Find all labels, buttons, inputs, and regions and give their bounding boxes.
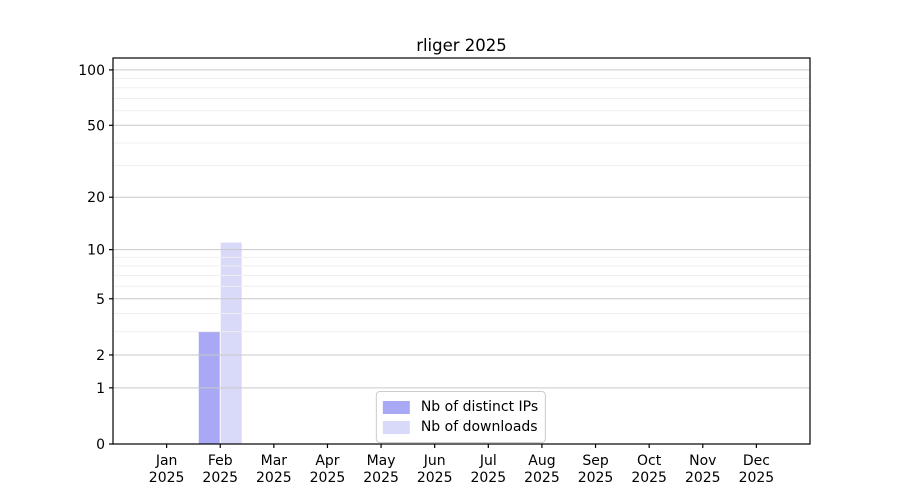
x-tick-label-month: Nov <box>689 453 716 469</box>
x-tick-label-month: Sep <box>582 453 609 469</box>
gridlines-minor <box>113 77 810 333</box>
x-tick-label-year: 2025 <box>256 470 292 486</box>
x-tick-label-month: Oct <box>637 453 662 469</box>
x-tick-label-year: 2025 <box>310 470 346 486</box>
y-tick-label: 50 <box>87 118 105 134</box>
bars-layer <box>198 242 242 444</box>
y-tick-label: 10 <box>87 243 105 259</box>
axis-ticks <box>109 69 757 448</box>
x-tick-label-month: Jul <box>479 453 497 469</box>
y-tick-label: 2 <box>96 348 105 364</box>
x-tick-label-month: Jun <box>423 453 446 469</box>
y-tick-label: 5 <box>96 292 105 308</box>
x-tick-label-month: Jan <box>155 453 178 469</box>
x-tick-label-year: 2025 <box>524 470 560 486</box>
legend-item-downloads: Nb of downloads <box>382 417 538 437</box>
x-tick-label-year: 2025 <box>417 470 453 486</box>
x-tick-label-year: 2025 <box>685 470 721 486</box>
y-tick-label: 20 <box>87 190 105 206</box>
x-tick-label-month: Mar <box>261 453 288 469</box>
x-tick-label-month: Apr <box>315 453 339 469</box>
x-tick-label-month: May <box>367 453 396 469</box>
x-axis-labels: Jan2025Feb2025Mar2025Apr2025May2025Jun20… <box>149 453 774 486</box>
legend: Nb of distinct IPs Nb of downloads <box>375 391 547 443</box>
x-tick-label-year: 2025 <box>363 470 399 486</box>
x-tick-label-year: 2025 <box>631 470 667 486</box>
x-tick-label-month: Aug <box>528 453 555 469</box>
legend-label-downloads: Nb of downloads <box>420 418 538 435</box>
x-tick-label-year: 2025 <box>578 470 614 486</box>
legend-swatch-distinct-ips <box>382 400 410 414</box>
x-tick-label-year: 2025 <box>739 470 775 486</box>
x-tick-label-month: Dec <box>743 453 770 469</box>
legend-swatch-downloads <box>382 420 410 434</box>
bar-downloads <box>220 242 242 444</box>
chart-title: rliger 2025 <box>416 36 507 55</box>
y-tick-label: 100 <box>78 63 105 79</box>
y-axis-labels: 0 1 2 5 10 20 50 100 <box>78 63 105 453</box>
y-tick-label: 0 <box>96 437 105 453</box>
legend-label-distinct-ips: Nb of distinct IPs <box>420 398 539 415</box>
y-tick-label: 1 <box>96 381 105 397</box>
x-tick-label-year: 2025 <box>202 470 238 486</box>
x-tick-label-year: 2025 <box>149 470 185 486</box>
legend-item-distinct-ips: Nb of distinct IPs <box>382 397 539 417</box>
gridlines-major <box>113 69 810 389</box>
x-tick-label-year: 2025 <box>470 470 506 486</box>
plot-border <box>112 57 811 445</box>
x-tick-label-month: Feb <box>208 453 233 469</box>
